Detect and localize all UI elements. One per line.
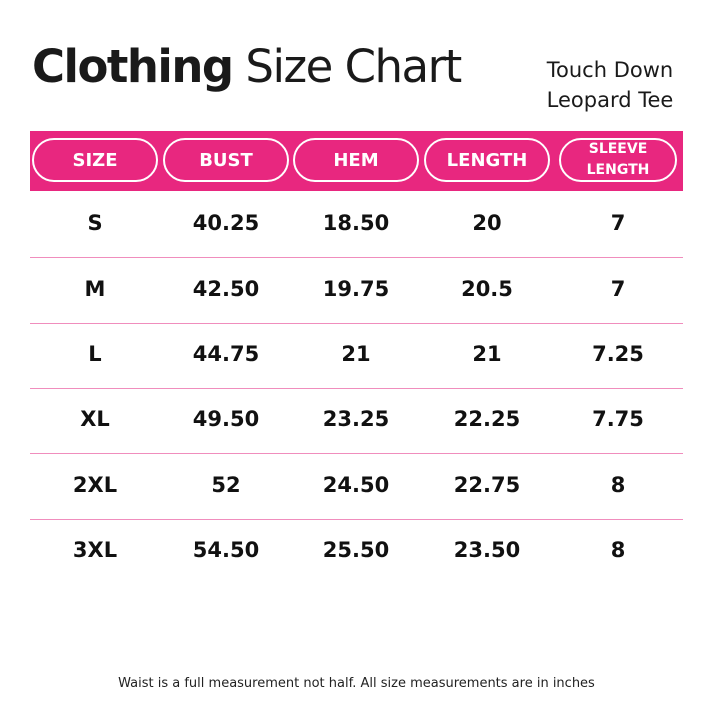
table-cell: 2XL (72, 473, 118, 497)
table-cell: 3XL (72, 538, 118, 562)
table-cell: 7 (610, 211, 626, 235)
title: Clothing Size Chart (32, 40, 462, 93)
table-cell: 21 (341, 342, 371, 366)
table-cell: 18.50 (322, 211, 390, 235)
footnote: Waist is a full measurement not half. Al… (118, 676, 595, 691)
column-header-text: BUST (199, 149, 253, 171)
table-cell: S (87, 211, 103, 235)
column-header: SIZE (32, 138, 158, 182)
column-header-text: LENGTH (446, 149, 528, 171)
table-cell: 22.25 (453, 407, 521, 431)
row-separator (30, 257, 683, 258)
table-cell: 8 (610, 473, 626, 497)
row-separator (30, 323, 683, 324)
column-header-text: HEM (333, 149, 379, 171)
subtitle-line: Leopard Tee (546, 88, 674, 112)
table-cell: 20 (472, 211, 502, 235)
table-cell: 20.5 (461, 277, 513, 301)
table-cell: 7 (610, 277, 626, 301)
row-separator (30, 519, 683, 520)
table-cell: 22.75 (453, 473, 521, 497)
column-header: BUST (163, 138, 289, 182)
column-header-text: SIZE (72, 149, 118, 171)
table-cell: 23.50 (453, 538, 521, 562)
row-separator (30, 388, 683, 389)
table-cell: 8 (610, 538, 626, 562)
table-cell: 44.75 (192, 342, 260, 366)
table-cell: 19.75 (322, 277, 390, 301)
title-bold: Clothing (32, 40, 234, 93)
table-cell: 40.25 (192, 211, 260, 235)
column-header: HEM (293, 138, 419, 182)
table-cell: 7.75 (592, 407, 644, 431)
table-cell: 23.25 (322, 407, 390, 431)
table-cell: 42.50 (192, 277, 260, 301)
table-cell: 54.50 (192, 538, 260, 562)
table-cell: L (88, 342, 102, 366)
table-cell: XL (80, 407, 110, 431)
table-cell: 24.50 (322, 473, 390, 497)
table-cell: M (84, 277, 106, 301)
table-cell: 52 (211, 473, 241, 497)
title-regular: Size Chart (245, 40, 462, 93)
table-cell: 49.50 (192, 407, 260, 431)
row-separator (30, 453, 683, 454)
table-cell: 7.25 (592, 342, 644, 366)
table-cell: 21 (472, 342, 502, 366)
subtitle-line: Touch Down (546, 58, 674, 82)
column-header: SLEEVE LENGTH (559, 138, 677, 182)
column-header: LENGTH (424, 138, 550, 182)
column-header-text: SLEEVE LENGTH (586, 141, 650, 178)
table-cell: 25.50 (322, 538, 390, 562)
